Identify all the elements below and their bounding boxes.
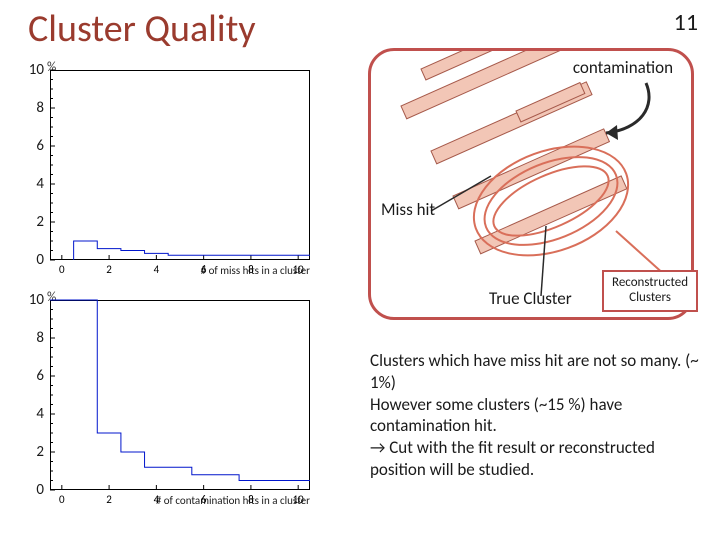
svg-text:2: 2 <box>106 493 112 506</box>
svg-text:2: 2 <box>106 263 112 276</box>
reconstructed-clusters-label: Reconstructed Clusters <box>602 270 698 312</box>
svg-text:6: 6 <box>201 263 207 276</box>
svg-text:10: 10 <box>293 493 305 506</box>
contamination-label: contamination <box>573 57 673 78</box>
true-cluster-label: True Cluster <box>489 288 572 309</box>
svg-text:0: 0 <box>59 263 65 276</box>
y-tick-label: 8 <box>36 99 44 117</box>
y-tick-label: 8 <box>36 329 44 347</box>
y-tick-label: 4 <box>36 405 44 423</box>
y-tick-label: 6 <box>36 367 44 385</box>
y-tick-label: 0 <box>36 481 44 499</box>
y-tick-label: 10 <box>29 291 44 309</box>
y-tick-label: 0 <box>36 251 44 269</box>
x-label-bot: # of contamination hits in a cluster <box>156 494 310 507</box>
miss-hit-label: Miss hit <box>381 199 435 220</box>
y-tick-label: 10 <box>29 61 44 79</box>
svg-text:10: 10 <box>293 263 305 276</box>
y-tick-label: 2 <box>36 213 44 231</box>
svg-text:8: 8 <box>248 263 254 276</box>
y-tick-label: 2 <box>36 443 44 461</box>
y-tick-label: 6 <box>36 137 44 155</box>
svg-text:4: 4 <box>154 493 160 506</box>
contamination-plot: % # of contamination hits in a cluster 0… <box>50 300 310 490</box>
svg-text:4: 4 <box>154 263 160 276</box>
page-title: Cluster Quality <box>28 6 256 52</box>
miss-hit-plot: % # of miss hits in a cluster 0246810024… <box>50 70 310 260</box>
body-text: Clusters which have miss hit are not so … <box>370 350 700 481</box>
svg-text:0: 0 <box>59 493 65 506</box>
svg-text:8: 8 <box>248 493 254 506</box>
y-tick-label: 4 <box>36 175 44 193</box>
svg-text:6: 6 <box>201 493 207 506</box>
page-number: 11 <box>674 8 698 37</box>
